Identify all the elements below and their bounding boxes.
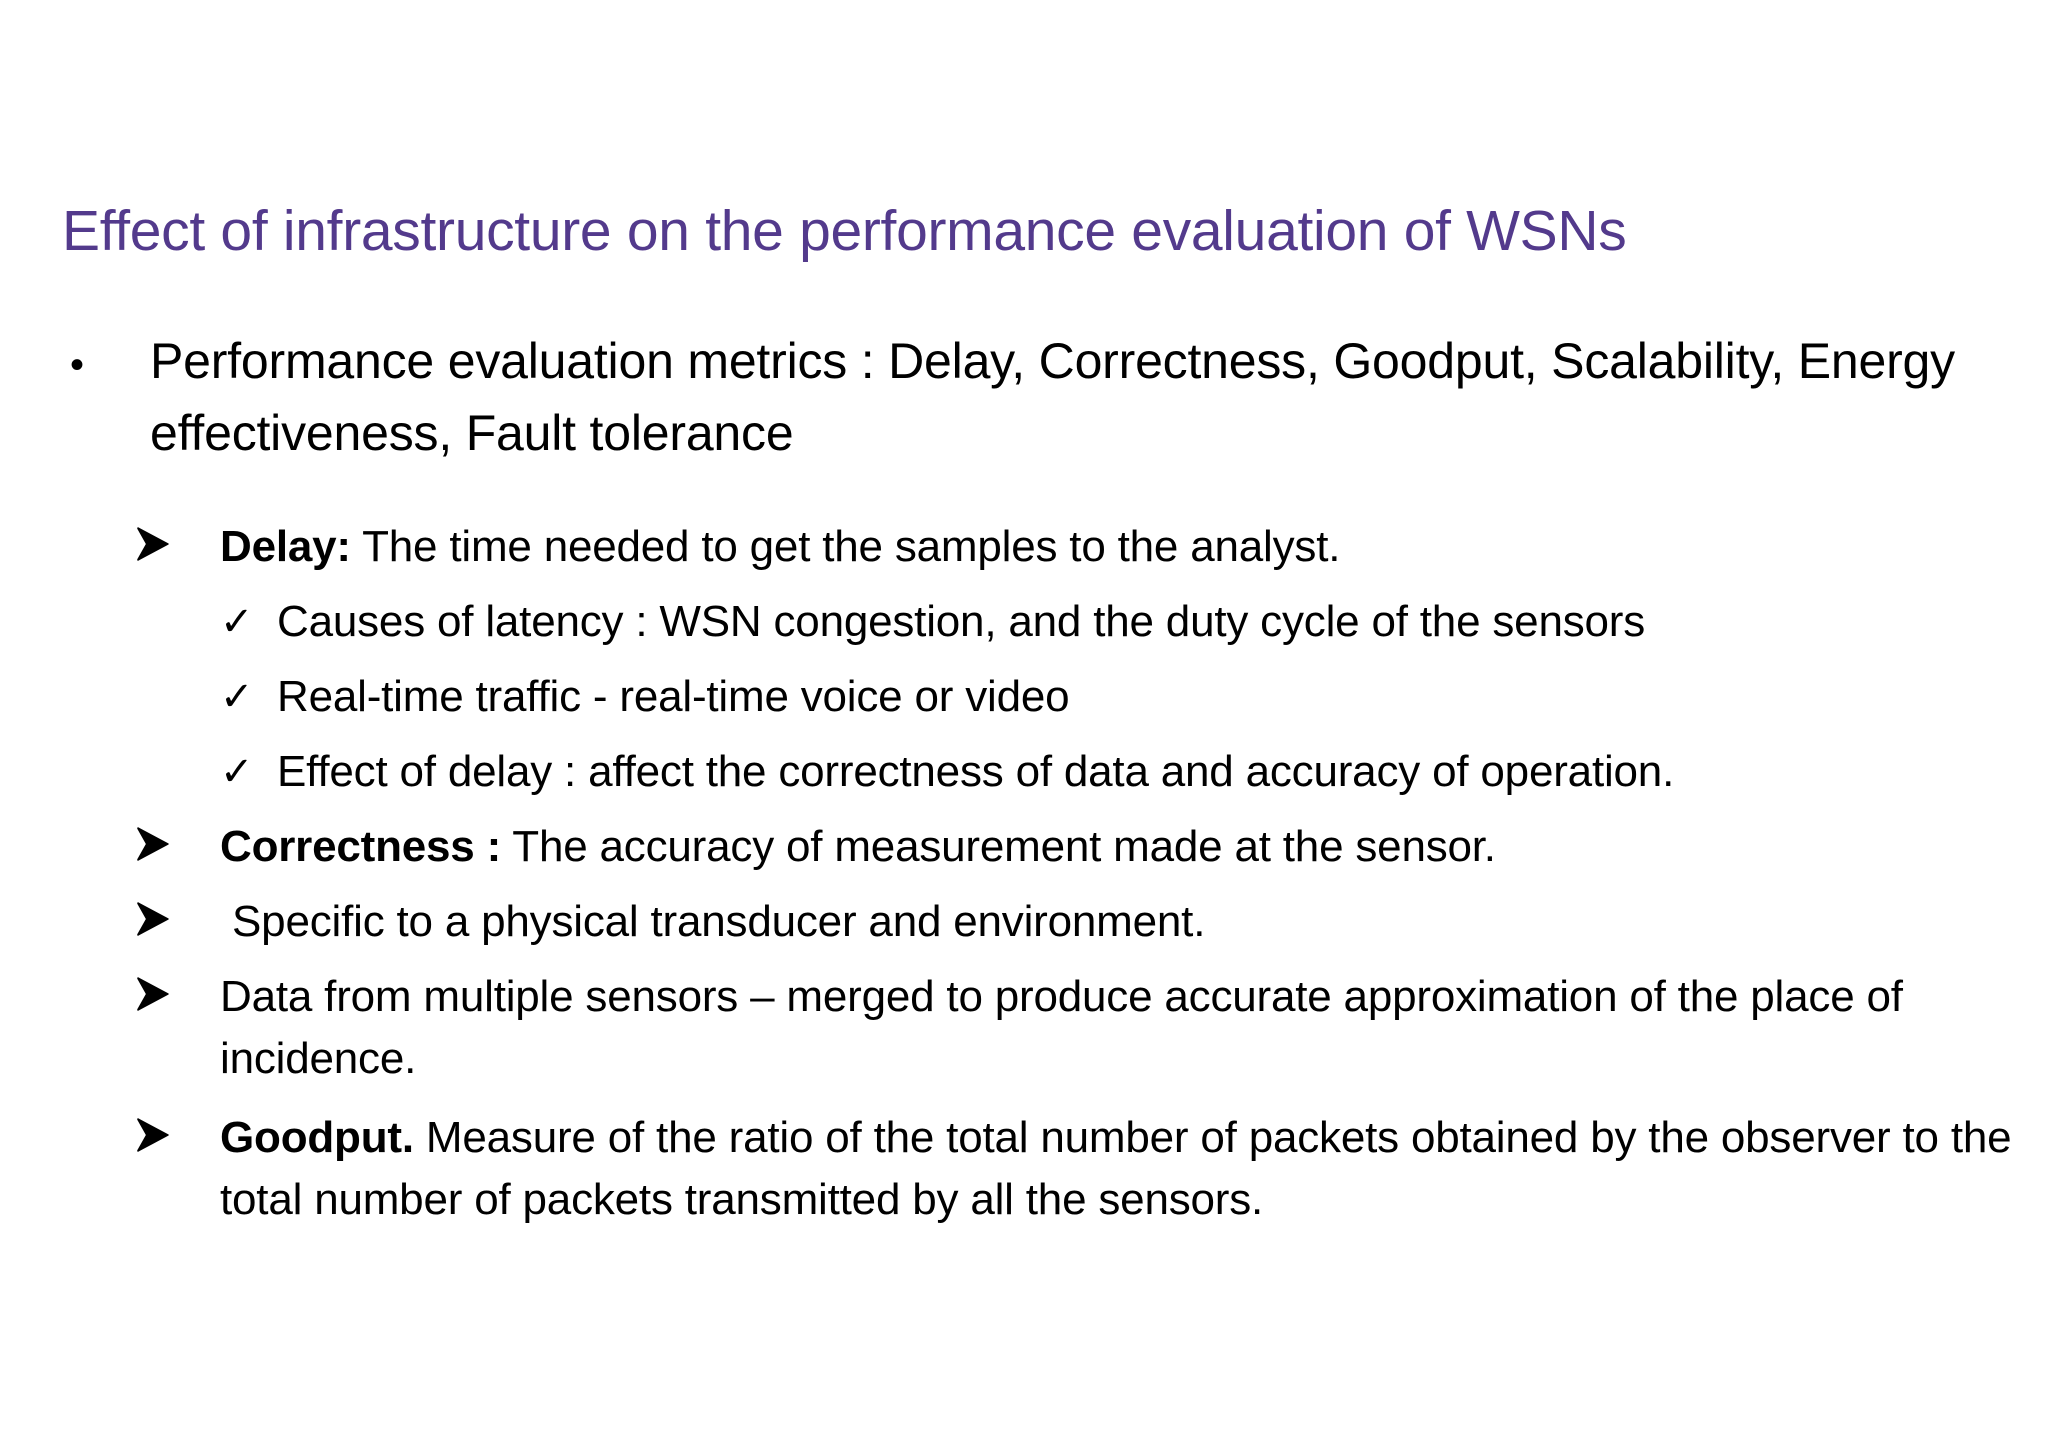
item-text: Data from multiple sensors – merged to p… bbox=[220, 972, 1903, 1083]
bullet-dot: • bbox=[70, 343, 85, 387]
arrowhead-bullet-icon bbox=[136, 526, 170, 562]
arrowhead-bullet-icon bbox=[136, 901, 170, 937]
item-text: Specific to a physical transducer and en… bbox=[220, 897, 1206, 946]
arrowhead-bullet-icon bbox=[136, 1117, 170, 1153]
item-text: Causes of latency : WSN congestion, and … bbox=[277, 597, 1646, 646]
item-label: Correctness : bbox=[220, 822, 502, 871]
item-label: Delay: bbox=[220, 522, 351, 571]
arrowhead-bullet-icon bbox=[136, 976, 170, 1012]
item-text: Real-time traffic - real-time voice or v… bbox=[277, 672, 1070, 721]
item-text: The time needed to get the samples to th… bbox=[350, 522, 1341, 571]
item-label: Goodput. bbox=[220, 1113, 414, 1162]
checkmark-icon: ✓ bbox=[220, 675, 254, 719]
arrowhead-bullet-icon bbox=[136, 826, 170, 862]
item-text: The accuracy of measurement made at the … bbox=[501, 822, 1496, 871]
item-text: Effect of delay : affect the correctness… bbox=[277, 747, 1675, 796]
slide-title: Effect of infrastructure on the performa… bbox=[62, 199, 1627, 263]
main-bullet-text: Performance evaluation metrics : Delay, … bbox=[150, 333, 1955, 461]
item-text: Measure of the ratio of the total number… bbox=[220, 1113, 2012, 1224]
checkmark-icon: ✓ bbox=[220, 750, 254, 794]
checkmark-icon: ✓ bbox=[220, 600, 254, 644]
